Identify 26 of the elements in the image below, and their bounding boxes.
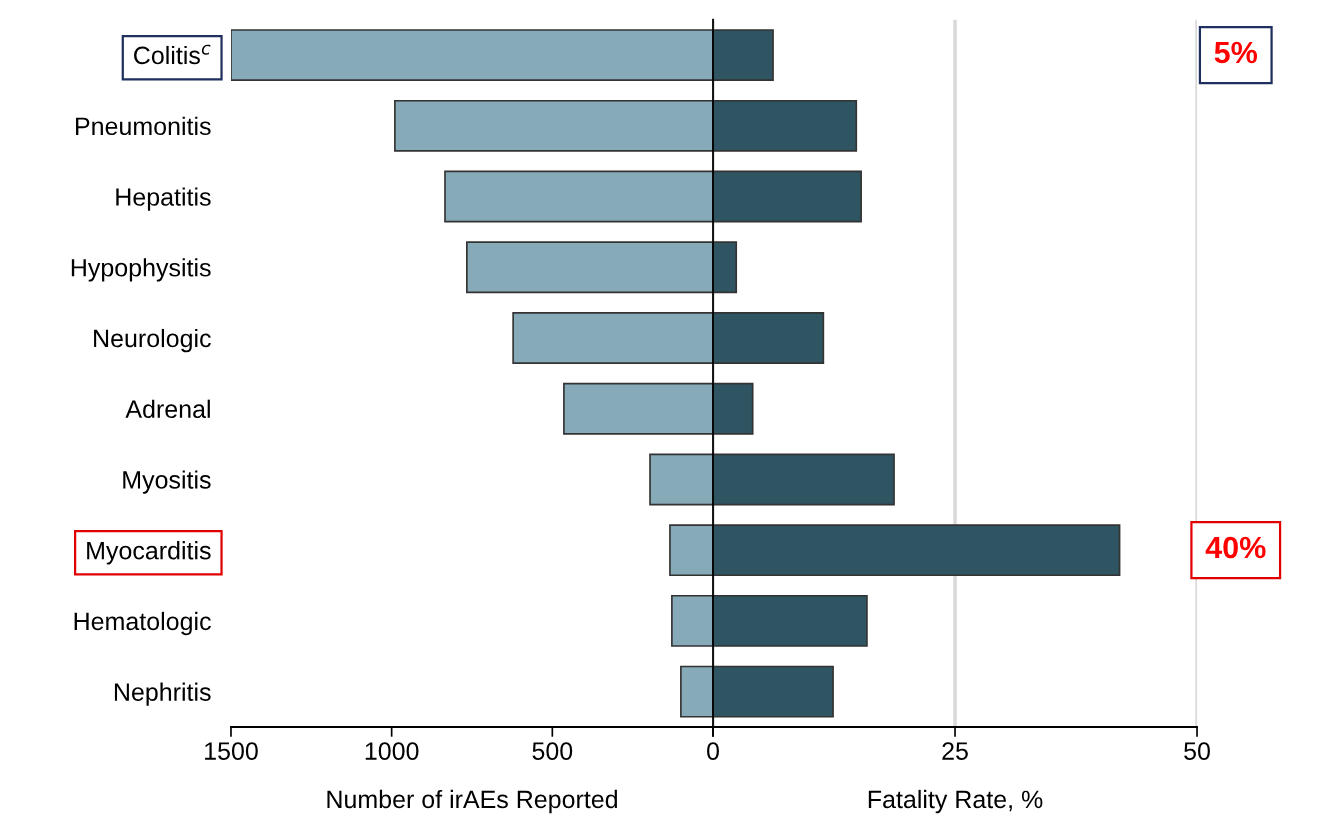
bar	[669, 524, 714, 577]
y-tick-label: Myositis	[123, 470, 211, 494]
y-tick-label: Nephritis	[114, 682, 211, 706]
x-tick-label: 0	[707, 742, 719, 760]
y-tick-label: Neurologic	[94, 328, 211, 353]
x-tick-label: 500	[532, 742, 573, 760]
y-tick-label: Colitis$^{c}$	[134, 44, 211, 65]
y-tick-label: Pneumonitis	[76, 116, 211, 136]
x-tick-label: 25	[942, 742, 968, 760]
text: 5%	[1214, 41, 1258, 64]
y-tick-label: Hepatitis	[116, 187, 211, 211]
bar	[671, 594, 714, 647]
y-tick-label: Adrenal	[125, 399, 210, 419]
text: 40%	[1205, 536, 1266, 559]
y-tick-label: Myocarditis	[87, 541, 211, 565]
x-axis-title: Fatality Rate, %	[868, 789, 1043, 814]
x-axis-title: Number of irAEs Reported	[327, 789, 617, 814]
bar	[680, 665, 714, 718]
x-tick-label: 50	[1184, 742, 1210, 760]
bar	[713, 29, 774, 82]
bar	[713, 241, 738, 294]
x-tick-label: 1000	[365, 742, 419, 760]
y-tick-label: Hematologic	[74, 611, 211, 636]
bar	[713, 382, 754, 435]
x-tick-label: 1500	[205, 742, 258, 760]
y-tick-label: Hypophysitis	[71, 258, 211, 282]
